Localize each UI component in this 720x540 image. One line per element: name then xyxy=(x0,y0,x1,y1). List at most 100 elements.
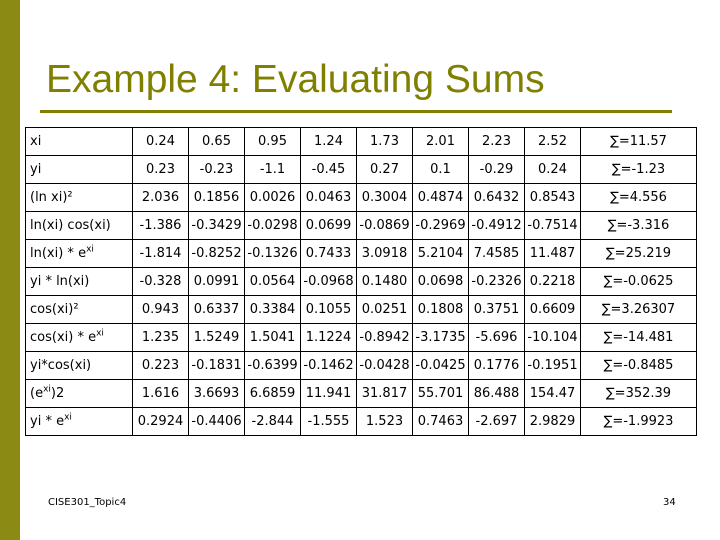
sum-cell: ∑=4.556 xyxy=(580,183,697,212)
slide-title: Example 4: Evaluating Sums xyxy=(46,58,545,101)
value-cell: 2.01 xyxy=(412,127,469,156)
sum-cell: ∑=25.219 xyxy=(580,239,697,268)
value-cell: 0.7463 xyxy=(412,407,469,436)
value-cell: 0.0564 xyxy=(244,267,301,296)
value-cell: -0.7514 xyxy=(524,211,581,240)
sum-cell: ∑=352.39 xyxy=(580,379,697,408)
value-cell: 0.95 xyxy=(244,127,301,156)
value-cell: -0.8252 xyxy=(188,239,245,268)
value-cell: 0.1776 xyxy=(468,351,525,380)
value-cell: -2.697 xyxy=(468,407,525,436)
value-cell: -0.1326 xyxy=(244,239,301,268)
sum-cell: ∑=-0.0625 xyxy=(580,267,697,296)
value-cell: 2.036 xyxy=(132,183,189,212)
value-cell: -0.45 xyxy=(300,155,357,184)
value-cell: 1.24 xyxy=(300,127,357,156)
value-cell: 0.7433 xyxy=(300,239,357,268)
value-cell: 0.0251 xyxy=(356,295,413,324)
value-cell: 0.24 xyxy=(132,127,189,156)
value-cell: -0.0428 xyxy=(356,351,413,380)
value-cell: -1.1 xyxy=(244,155,301,184)
row-label: xi xyxy=(25,127,133,156)
value-cell: -0.23 xyxy=(188,155,245,184)
table-row: yi*cos(xi) 0.223 -0.1831 -0.6399 -0.1462 -0.0… xyxy=(25,351,697,380)
value-cell: 2.23 xyxy=(468,127,525,156)
value-cell: 7.4585 xyxy=(468,239,525,268)
value-cell: -0.2969 xyxy=(412,211,469,240)
sum-cell: ∑=-1.23 xyxy=(580,155,697,184)
sum-cell: ∑=-0.8485 xyxy=(580,351,697,380)
value-cell: 1.235 xyxy=(132,323,189,352)
value-cell: -1.386 xyxy=(132,211,189,240)
value-cell: 55.701 xyxy=(412,379,469,408)
sum-cell: ∑=3.26307 xyxy=(580,295,697,324)
value-cell: 1.523 xyxy=(356,407,413,436)
row-label: (ln xi)² xyxy=(25,183,133,212)
value-cell: -0.8942 xyxy=(356,323,413,352)
table-row: (exi)2 1.616 3.6693 6.6859 11.941 31.817 55.70… xyxy=(25,379,697,408)
value-cell: 0.0026 xyxy=(244,183,301,212)
value-cell: 11.941 xyxy=(300,379,357,408)
row-label: yi xyxy=(25,155,133,184)
value-cell: 0.1480 xyxy=(356,267,413,296)
sum-cell: ∑=-1.9923 xyxy=(580,407,697,436)
value-cell: 0.1055 xyxy=(300,295,357,324)
value-cell: -3.1735 xyxy=(412,323,469,352)
row-label: yi * exi xyxy=(25,407,133,436)
value-cell: -0.0298 xyxy=(244,211,301,240)
sum-cell: ∑=11.57 xyxy=(580,127,697,156)
row-label: yi * ln(xi) xyxy=(25,267,133,296)
value-cell: 3.6693 xyxy=(188,379,245,408)
value-cell: 1.5249 xyxy=(188,323,245,352)
value-cell: 31.817 xyxy=(356,379,413,408)
value-cell: -0.0869 xyxy=(356,211,413,240)
row-label: (exi)2 xyxy=(25,379,133,408)
table-row: yi * exi 0.2924 -0.4406 -2.844 -1.555 1.523 0.… xyxy=(25,407,697,436)
value-cell: 1.5041 xyxy=(244,323,301,352)
table-row: yi * ln(xi) -0.328 0.0991 0.0564 -0.0968 0.14… xyxy=(25,267,697,296)
table-row: xi 0.24 0.65 0.95 1.24 1.73 2.01 2.23 2.52 ∑=11.5… xyxy=(25,127,697,156)
table-row: ln(xi) * exi -1.814 -0.8252 -0.1326 0.7433 3.… xyxy=(25,239,697,268)
value-cell: 0.6337 xyxy=(188,295,245,324)
value-cell: 6.6859 xyxy=(244,379,301,408)
value-cell: 2.9829 xyxy=(524,407,581,436)
value-cell: 0.27 xyxy=(356,155,413,184)
value-cell: 0.4874 xyxy=(412,183,469,212)
value-cell: 154.47 xyxy=(524,379,581,408)
table-row: yi 0.23 -0.23 -1.1 -0.45 0.27 0.1 -0.29 0.24 ∑=-1… xyxy=(25,155,697,184)
row-label: cos(xi)² xyxy=(25,295,133,324)
value-cell: -0.1831 xyxy=(188,351,245,380)
value-cell: -1.814 xyxy=(132,239,189,268)
row-label: ln(xi) cos(xi) xyxy=(25,211,133,240)
table-row: cos(xi) * exi 1.235 1.5249 1.5041 1.1224 -0.8… xyxy=(25,323,697,352)
row-label: cos(xi) * exi xyxy=(25,323,133,352)
value-cell: -0.1462 xyxy=(300,351,357,380)
value-cell: -1.555 xyxy=(300,407,357,436)
value-cell: -0.3429 xyxy=(188,211,245,240)
value-cell: 0.1 xyxy=(412,155,469,184)
row-label: yi*cos(xi) xyxy=(25,351,133,380)
footer-course: CISE301_Topic4 xyxy=(48,497,127,508)
value-cell: 0.8543 xyxy=(524,183,581,212)
value-cell: 0.0991 xyxy=(188,267,245,296)
value-cell: 0.3751 xyxy=(468,295,525,324)
row-label: ln(xi) * exi xyxy=(25,239,133,268)
table-body: xi 0.24 0.65 0.95 1.24 1.73 2.01 2.23 2.52 ∑=11.5… xyxy=(25,127,697,436)
value-cell: 0.6432 xyxy=(468,183,525,212)
table-row: (ln xi)² 2.036 0.1856 0.0026 0.0463 0.3004 0.4… xyxy=(25,183,697,212)
value-cell: -5.696 xyxy=(468,323,525,352)
value-cell: 0.0699 xyxy=(300,211,357,240)
value-cell: -0.4406 xyxy=(188,407,245,436)
value-cell: 11.487 xyxy=(524,239,581,268)
value-cell: 0.3384 xyxy=(244,295,301,324)
value-cell: 0.1856 xyxy=(188,183,245,212)
value-cell: 0.0463 xyxy=(300,183,357,212)
value-cell: -0.328 xyxy=(132,267,189,296)
value-cell: 0.24 xyxy=(524,155,581,184)
value-cell: 0.23 xyxy=(132,155,189,184)
value-cell: 2.52 xyxy=(524,127,581,156)
value-cell: -0.1951 xyxy=(524,351,581,380)
value-cell: 0.2218 xyxy=(524,267,581,296)
value-cell: -0.4912 xyxy=(468,211,525,240)
sum-cell: ∑=-3.316 xyxy=(580,211,697,240)
